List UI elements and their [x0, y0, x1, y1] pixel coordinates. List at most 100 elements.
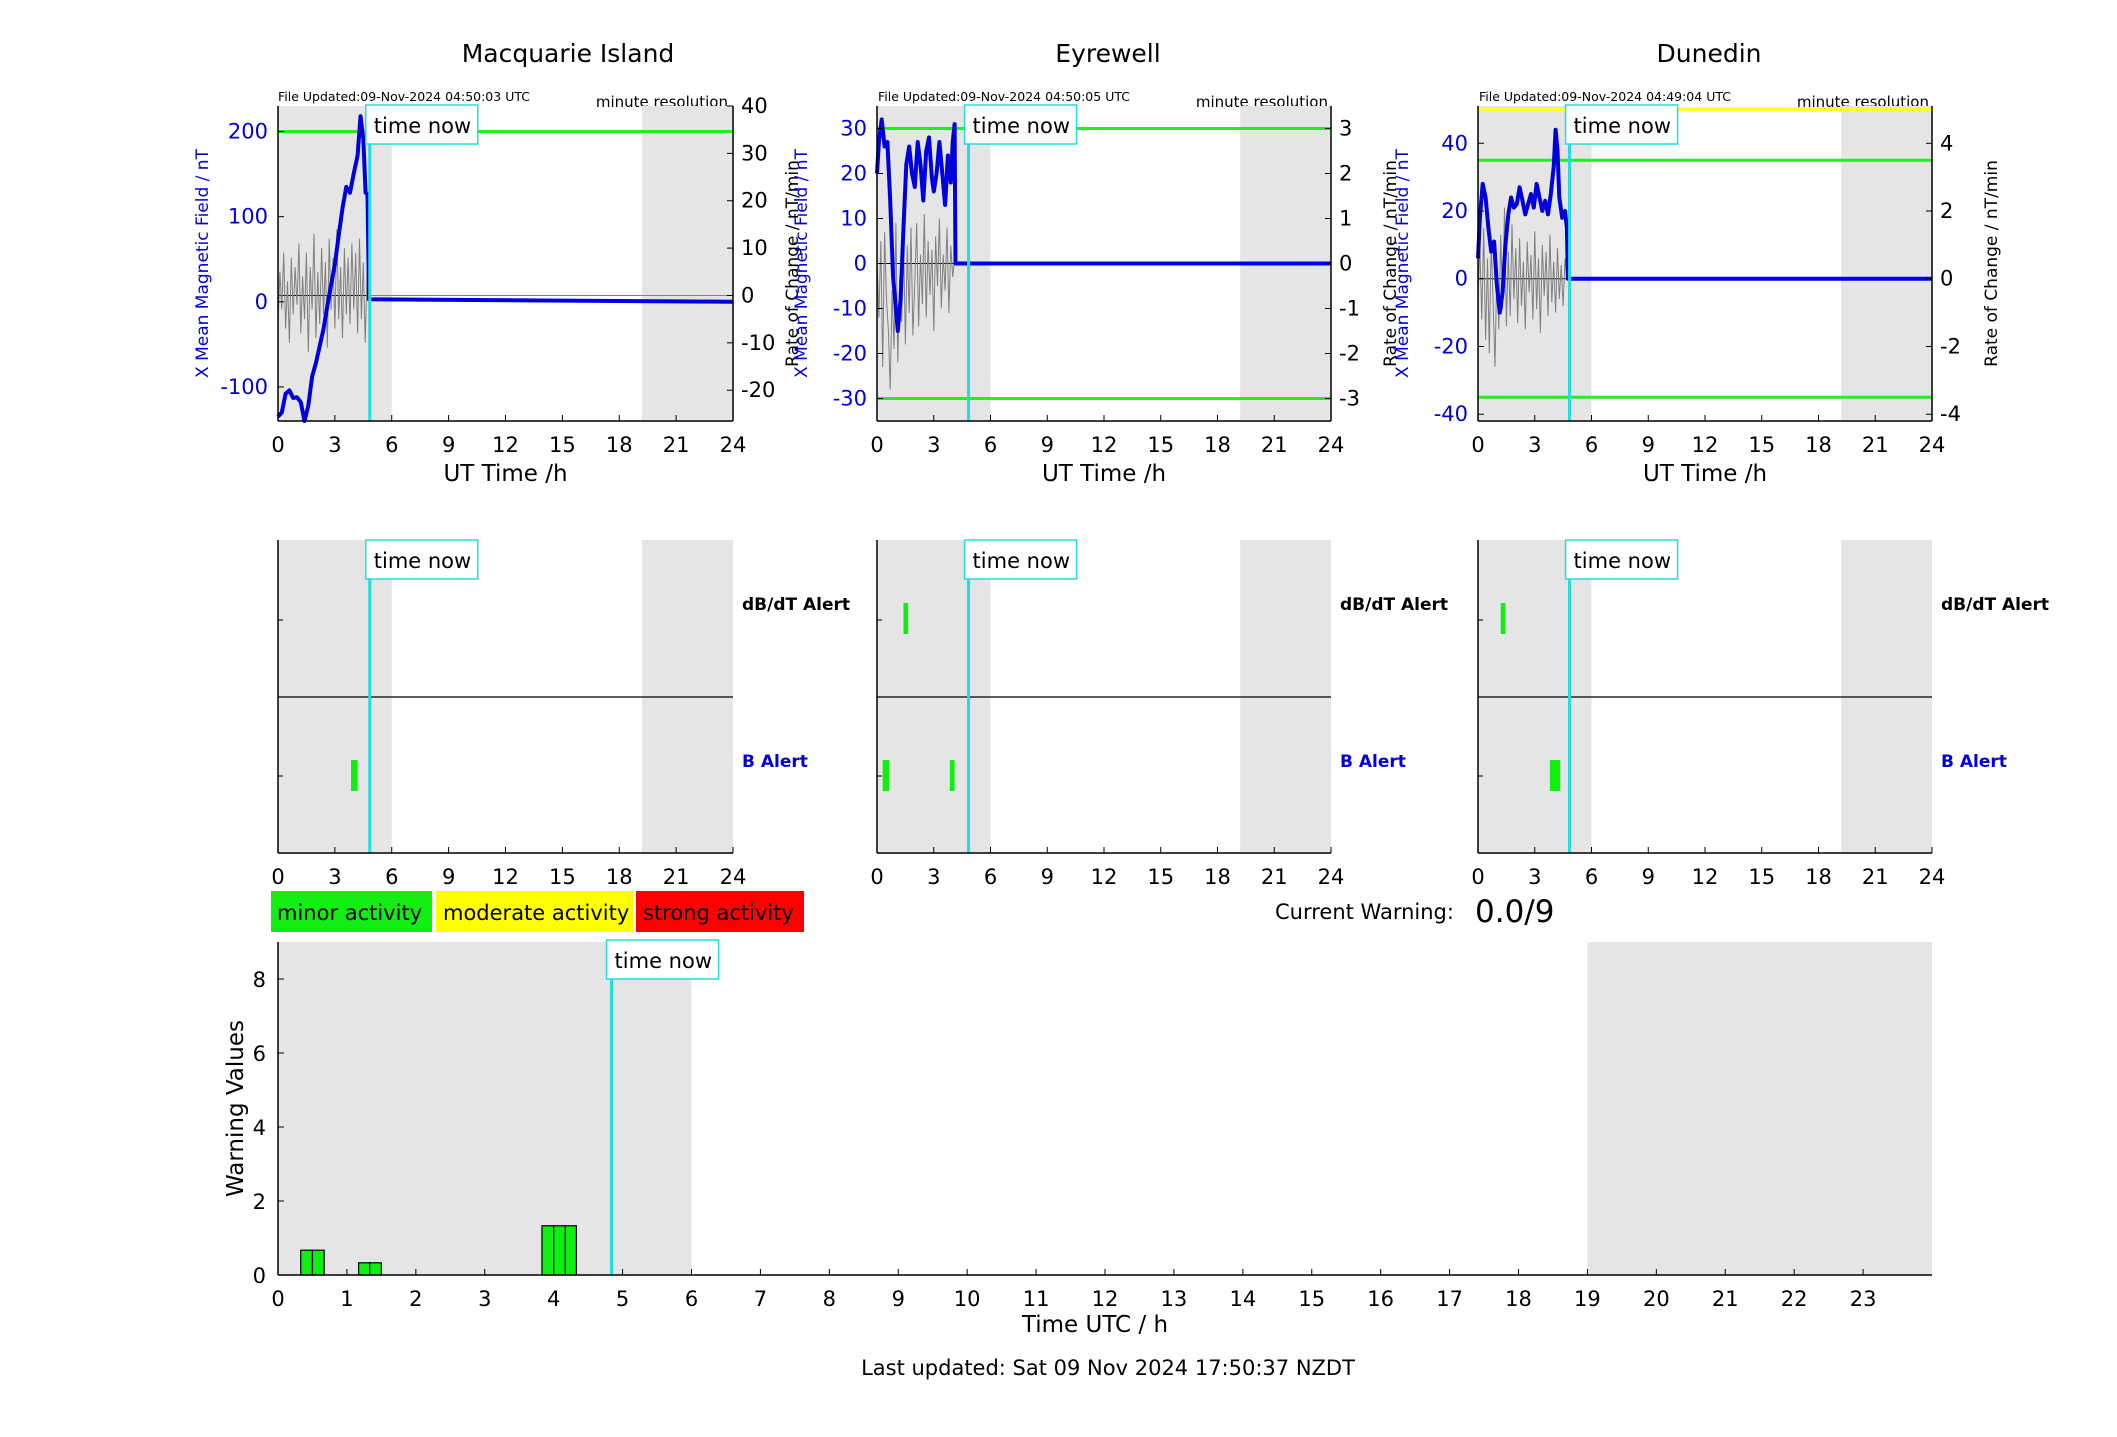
y-tick-label: 8 [253, 968, 266, 992]
alert-panel-eyrewell: time now 0 3 6 9 12 15 18 21 24 dB/dT Alert B Alert [870, 539, 1448, 889]
time-now-box [365, 539, 479, 580]
y-left-tick-label: -40 [1434, 402, 1468, 426]
time-now-box [963, 539, 1078, 580]
time-now-label: time now [1574, 549, 1671, 573]
x-tick-label: 18 [606, 865, 633, 889]
y-right-tick-label: 4 [1940, 131, 1953, 155]
x-tick-label: 15 [1147, 433, 1174, 457]
x-tick-label: 9 [1642, 433, 1655, 457]
x-tick-label: 21 [663, 865, 690, 889]
x-tick-label: 15 [1748, 865, 1775, 889]
x-tick-label: 18 [1204, 865, 1231, 889]
dbdt-alert-label: dB/dT Alert [1340, 595, 1448, 615]
y-right-tick-label: -2 [1940, 334, 1961, 358]
y-right-axis-label: Rate of Change / nT/min [1381, 160, 1401, 367]
station-title: Eyrewell [1055, 39, 1160, 68]
x-tick-label: 6 [1585, 433, 1598, 457]
y-right-tick-label: 0 [741, 283, 754, 307]
x-tick-label: 21 [1862, 865, 1889, 889]
x-tick-label: 6 [984, 433, 997, 457]
x-tick-label: 0 [1471, 433, 1484, 457]
b-alert-label: B Alert [1941, 752, 2007, 772]
time-now-label: time now [1574, 114, 1671, 138]
b-alert-bar [1549, 760, 1561, 791]
x-axis-label: UT Time /h [443, 461, 567, 487]
warning-bar [553, 1225, 566, 1276]
x-tick-label: 11 [1023, 1287, 1050, 1311]
y-right-tick-label: -4 [1940, 402, 1961, 426]
x-tick-label: 8 [823, 1287, 836, 1311]
x-tick-label: 6 [984, 865, 997, 889]
x-tick-label: 9 [442, 433, 455, 457]
time-now-box [365, 104, 479, 145]
x-tick-label: 24 [720, 865, 747, 889]
x-tick-label: 18 [606, 433, 633, 457]
legend-strong-label: strong activity [643, 901, 794, 925]
x-tick-label: 1 [340, 1287, 353, 1311]
file-updated-label: File Updated:09-Nov-2024 04:49:04 UTC [1479, 89, 1731, 104]
y-tick-label: 4 [253, 1116, 266, 1140]
x-axis-label: UT Time /h [1042, 461, 1166, 487]
x-tick-label: 7 [754, 1287, 767, 1311]
x-tick-label: 18 [1805, 433, 1832, 457]
y-tick-label: 2 [253, 1190, 266, 1214]
x-tick-label: 13 [1161, 1287, 1188, 1311]
y-right-tick-label: 0 [1940, 267, 1953, 291]
y-left-axis-label: X Mean Magnetic Field / nT [792, 148, 812, 378]
y-right-tick-label: 3 [1339, 117, 1352, 141]
time-now-label: time now [973, 549, 1070, 573]
x-tick-label: 3 [328, 433, 341, 457]
dbdt-alert-bar [903, 603, 909, 634]
b-alert-label: B Alert [742, 752, 808, 772]
y-right-tick-label: 40 [741, 94, 768, 118]
x-tick-label: 18 [1805, 865, 1832, 889]
time-now-label: time now [374, 114, 471, 138]
rate-of-change-series [1477, 207, 1932, 367]
y-right-tick-label: 2 [1940, 199, 1953, 223]
warning-bar [564, 1225, 578, 1276]
x-tick-label: 12 [1692, 433, 1719, 457]
b-alert-bar [882, 760, 890, 791]
night-shading [1587, 942, 1932, 1275]
station-title: Dunedin [1657, 39, 1762, 68]
x-tick-label: 4 [547, 1287, 560, 1311]
x-tick-label: 16 [1367, 1287, 1394, 1311]
time-now-box [963, 104, 1078, 145]
station-panel-eyrewell: Eyrewell File Updated:09-Nov-2024 04:50:… [792, 39, 1401, 487]
x-tick-label: 3 [478, 1287, 491, 1311]
y-left-tick-label: -20 [1434, 334, 1468, 358]
station-title: Macquarie Island [462, 39, 675, 68]
x-tick-label: 24 [720, 433, 747, 457]
last-updated-footer: Last updated: Sat 09 Nov 2024 17:50:37 N… [861, 1356, 1355, 1380]
y-right-tick-label: 10 [741, 236, 768, 260]
y-left-tick-label: -100 [220, 375, 268, 399]
x-tick-label: 15 [549, 865, 576, 889]
x-tick-label: 0 [870, 865, 883, 889]
x-tick-label: 2 [409, 1287, 422, 1311]
warning-bar [541, 1225, 555, 1276]
x-tick-label: 15 [549, 433, 576, 457]
x-tick-label: 19 [1574, 1287, 1601, 1311]
time-now-label: time now [615, 949, 712, 973]
y-left-tick-label: 0 [854, 252, 867, 276]
field-series [1476, 127, 1932, 315]
x-tick-label: 15 [1748, 433, 1775, 457]
x-tick-label: 12 [1091, 433, 1118, 457]
x-tick-label: 3 [1528, 865, 1541, 889]
x-tick-label: 23 [1850, 1287, 1877, 1311]
night-shading [642, 106, 733, 421]
x-tick-label: 9 [1041, 865, 1054, 889]
y-right-tick-label: 2 [1339, 162, 1352, 186]
y-left-tick-label: -10 [833, 297, 867, 321]
y-left-tick-label: 0 [255, 290, 268, 314]
current-warning: Current Warning: 0.0/9 [1275, 894, 1554, 930]
y-left-tick-label: 100 [228, 205, 268, 229]
rate-of-change-series [876, 213, 1331, 390]
y-left-tick-label: 40 [1441, 131, 1468, 155]
y-left-axis-label: X Mean Magnetic Field / nT [193, 148, 213, 378]
x-tick-label: 10 [954, 1287, 981, 1311]
file-updated-label: File Updated:09-Nov-2024 04:50:03 UTC [278, 89, 530, 104]
x-tick-label: 9 [1041, 433, 1054, 457]
